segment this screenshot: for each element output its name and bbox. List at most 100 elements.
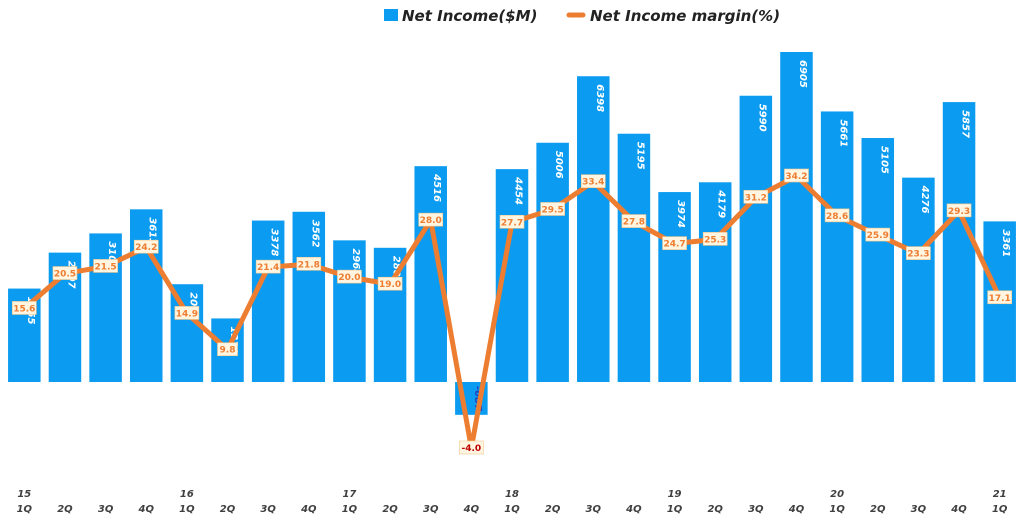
- margin-point: 28.6: [824, 208, 850, 223]
- margin-point-box: [662, 236, 687, 250]
- margin-point: 29.3: [946, 203, 972, 218]
- bar: [658, 192, 691, 382]
- legend-bar-swatch: [384, 9, 398, 21]
- x-tick-year: 18: [505, 489, 519, 500]
- margin-point: 20.5: [52, 266, 78, 280]
- x-tick-quarter: 1Q: [342, 504, 358, 515]
- margin-point-box: [418, 212, 444, 227]
- x-tick-quarter: 4Q: [950, 504, 967, 515]
- bar: [739, 95, 773, 382]
- x-tick-quarter: 3Q: [586, 504, 602, 515]
- margin-value-label: 21.4: [257, 263, 279, 273]
- margin-point-box: [580, 174, 606, 188]
- x-tick-year: 19: [668, 489, 682, 500]
- legend-bar-label: Net Income($M): [402, 7, 537, 25]
- margin-point: 28.0: [418, 212, 444, 227]
- bar-value-label: 4454: [513, 176, 524, 205]
- margin-point-box: [540, 202, 565, 216]
- margin-point: 34.2: [784, 168, 809, 183]
- bar-value-label: 5006: [553, 151, 564, 179]
- margin-value-label: 14.9: [176, 309, 198, 319]
- margin-value-label: 23.3: [907, 250, 929, 260]
- margin-point-box: [743, 190, 769, 204]
- x-tick-year: 21: [993, 489, 1007, 500]
- margin-point: 29.5: [540, 202, 565, 216]
- x-tick-quarter: 2Q: [382, 504, 398, 515]
- margin-value-label: 24.7: [663, 240, 685, 250]
- bar: [820, 111, 854, 382]
- x-tick-quarter: 2Q: [707, 504, 723, 515]
- x-tick-year: 16: [180, 489, 194, 500]
- margin-value-label: 21.5: [94, 262, 116, 272]
- margin-point-box: [337, 269, 362, 284]
- bar: [861, 138, 895, 382]
- bar-value-label: 5661: [838, 119, 849, 147]
- x-tick-quarter: 3Q: [911, 504, 927, 515]
- margin-point: 24.2: [133, 239, 159, 254]
- bar-value-label: 3361: [1000, 229, 1011, 257]
- legend: Net Income($M) Net Income margin(%): [384, 7, 780, 25]
- x-tick-quarter: 4Q: [138, 504, 155, 515]
- margin-point: 25.9: [865, 227, 891, 242]
- x-tick-quarter: 2Q: [57, 504, 73, 515]
- x-tick-quarter: 3Q: [423, 504, 439, 515]
- x-tick-quarter: 2Q: [220, 504, 236, 515]
- bar: [333, 240, 366, 382]
- x-axis: 1Q 15 2Q 3Q 4Q 1Q 16 2Q 3Q 4Q 1Q 17 2Q 3Q 4Q 1Q 18 2Q 3Q 4Q…: [17, 489, 1008, 515]
- margin-point: 21.5: [93, 259, 118, 273]
- bar-value-label: 3562: [309, 220, 320, 248]
- bar-value-label: 2808: [391, 256, 402, 284]
- x-tick-quarter: 4Q: [625, 504, 642, 515]
- bar-value-label: 6905: [797, 60, 808, 88]
- margin-point-box: [784, 168, 809, 183]
- margin-point: 23.3: [906, 246, 931, 260]
- margin-value-label: 20.0: [338, 273, 360, 283]
- margin-point-box: [217, 342, 238, 357]
- margin-value-label: 27.7: [501, 218, 523, 228]
- x-tick-year: 20: [830, 489, 844, 500]
- margin-point-box: [906, 246, 931, 260]
- x-tick-quarter: 1Q: [829, 504, 845, 515]
- margin-value-label: 27.8: [623, 218, 645, 228]
- margin-point: 15.6: [12, 301, 37, 315]
- margin-point: 14.9: [174, 306, 200, 320]
- margin-point-box: [296, 256, 322, 271]
- bar: [129, 209, 163, 382]
- margin-value-label: 17.1: [989, 294, 1011, 304]
- bar: [902, 177, 935, 382]
- point-labels-layer: 15.620.521.524.214.99.821.4 21.820.019.02…: [12, 168, 1012, 455]
- margin-value-label: 24.2: [135, 243, 157, 253]
- margin-point: -4.0: [459, 440, 484, 455]
- margin-point-box: [946, 203, 972, 218]
- margin-point-box: [377, 276, 403, 291]
- margin-point-box: [865, 227, 891, 242]
- x-tick-quarter: 1Q: [179, 504, 195, 515]
- margin-point-box: [52, 266, 78, 280]
- margin-value-label: 31.2: [745, 193, 767, 203]
- margin-value-label: 19.0: [379, 280, 401, 290]
- margin-point-box: [702, 232, 728, 246]
- bar-value-label: 3109: [106, 241, 117, 269]
- margin-point: 9.8: [217, 342, 238, 357]
- margin-point-box: [621, 214, 647, 228]
- bar-value-label: 5105: [878, 146, 889, 174]
- x-tick-year: 15: [17, 489, 31, 500]
- bar-value-label: 4276: [919, 185, 930, 214]
- margin-point-box: [174, 306, 200, 320]
- bar-value-label: 3378: [269, 229, 280, 257]
- margin-point: 20.0: [337, 269, 362, 284]
- x-tick-quarter: 1Q: [504, 504, 520, 515]
- bar: [942, 102, 976, 382]
- margin-value-label: 28.0: [420, 216, 442, 226]
- x-tick-quarter: 1Q: [17, 504, 33, 515]
- bar: [536, 142, 569, 382]
- bar-value-label: 5990: [756, 104, 767, 132]
- bar: [617, 133, 651, 382]
- margin-point-box: [133, 239, 159, 254]
- margin-point-box: [12, 301, 37, 315]
- margin-value-label: -4.0: [462, 444, 482, 454]
- bar-value-label: 4179: [716, 189, 727, 218]
- x-tick-year: 17: [342, 489, 356, 500]
- x-tick-quarter: 3Q: [98, 504, 114, 515]
- x-tick-quarter: 1Q: [667, 504, 683, 515]
